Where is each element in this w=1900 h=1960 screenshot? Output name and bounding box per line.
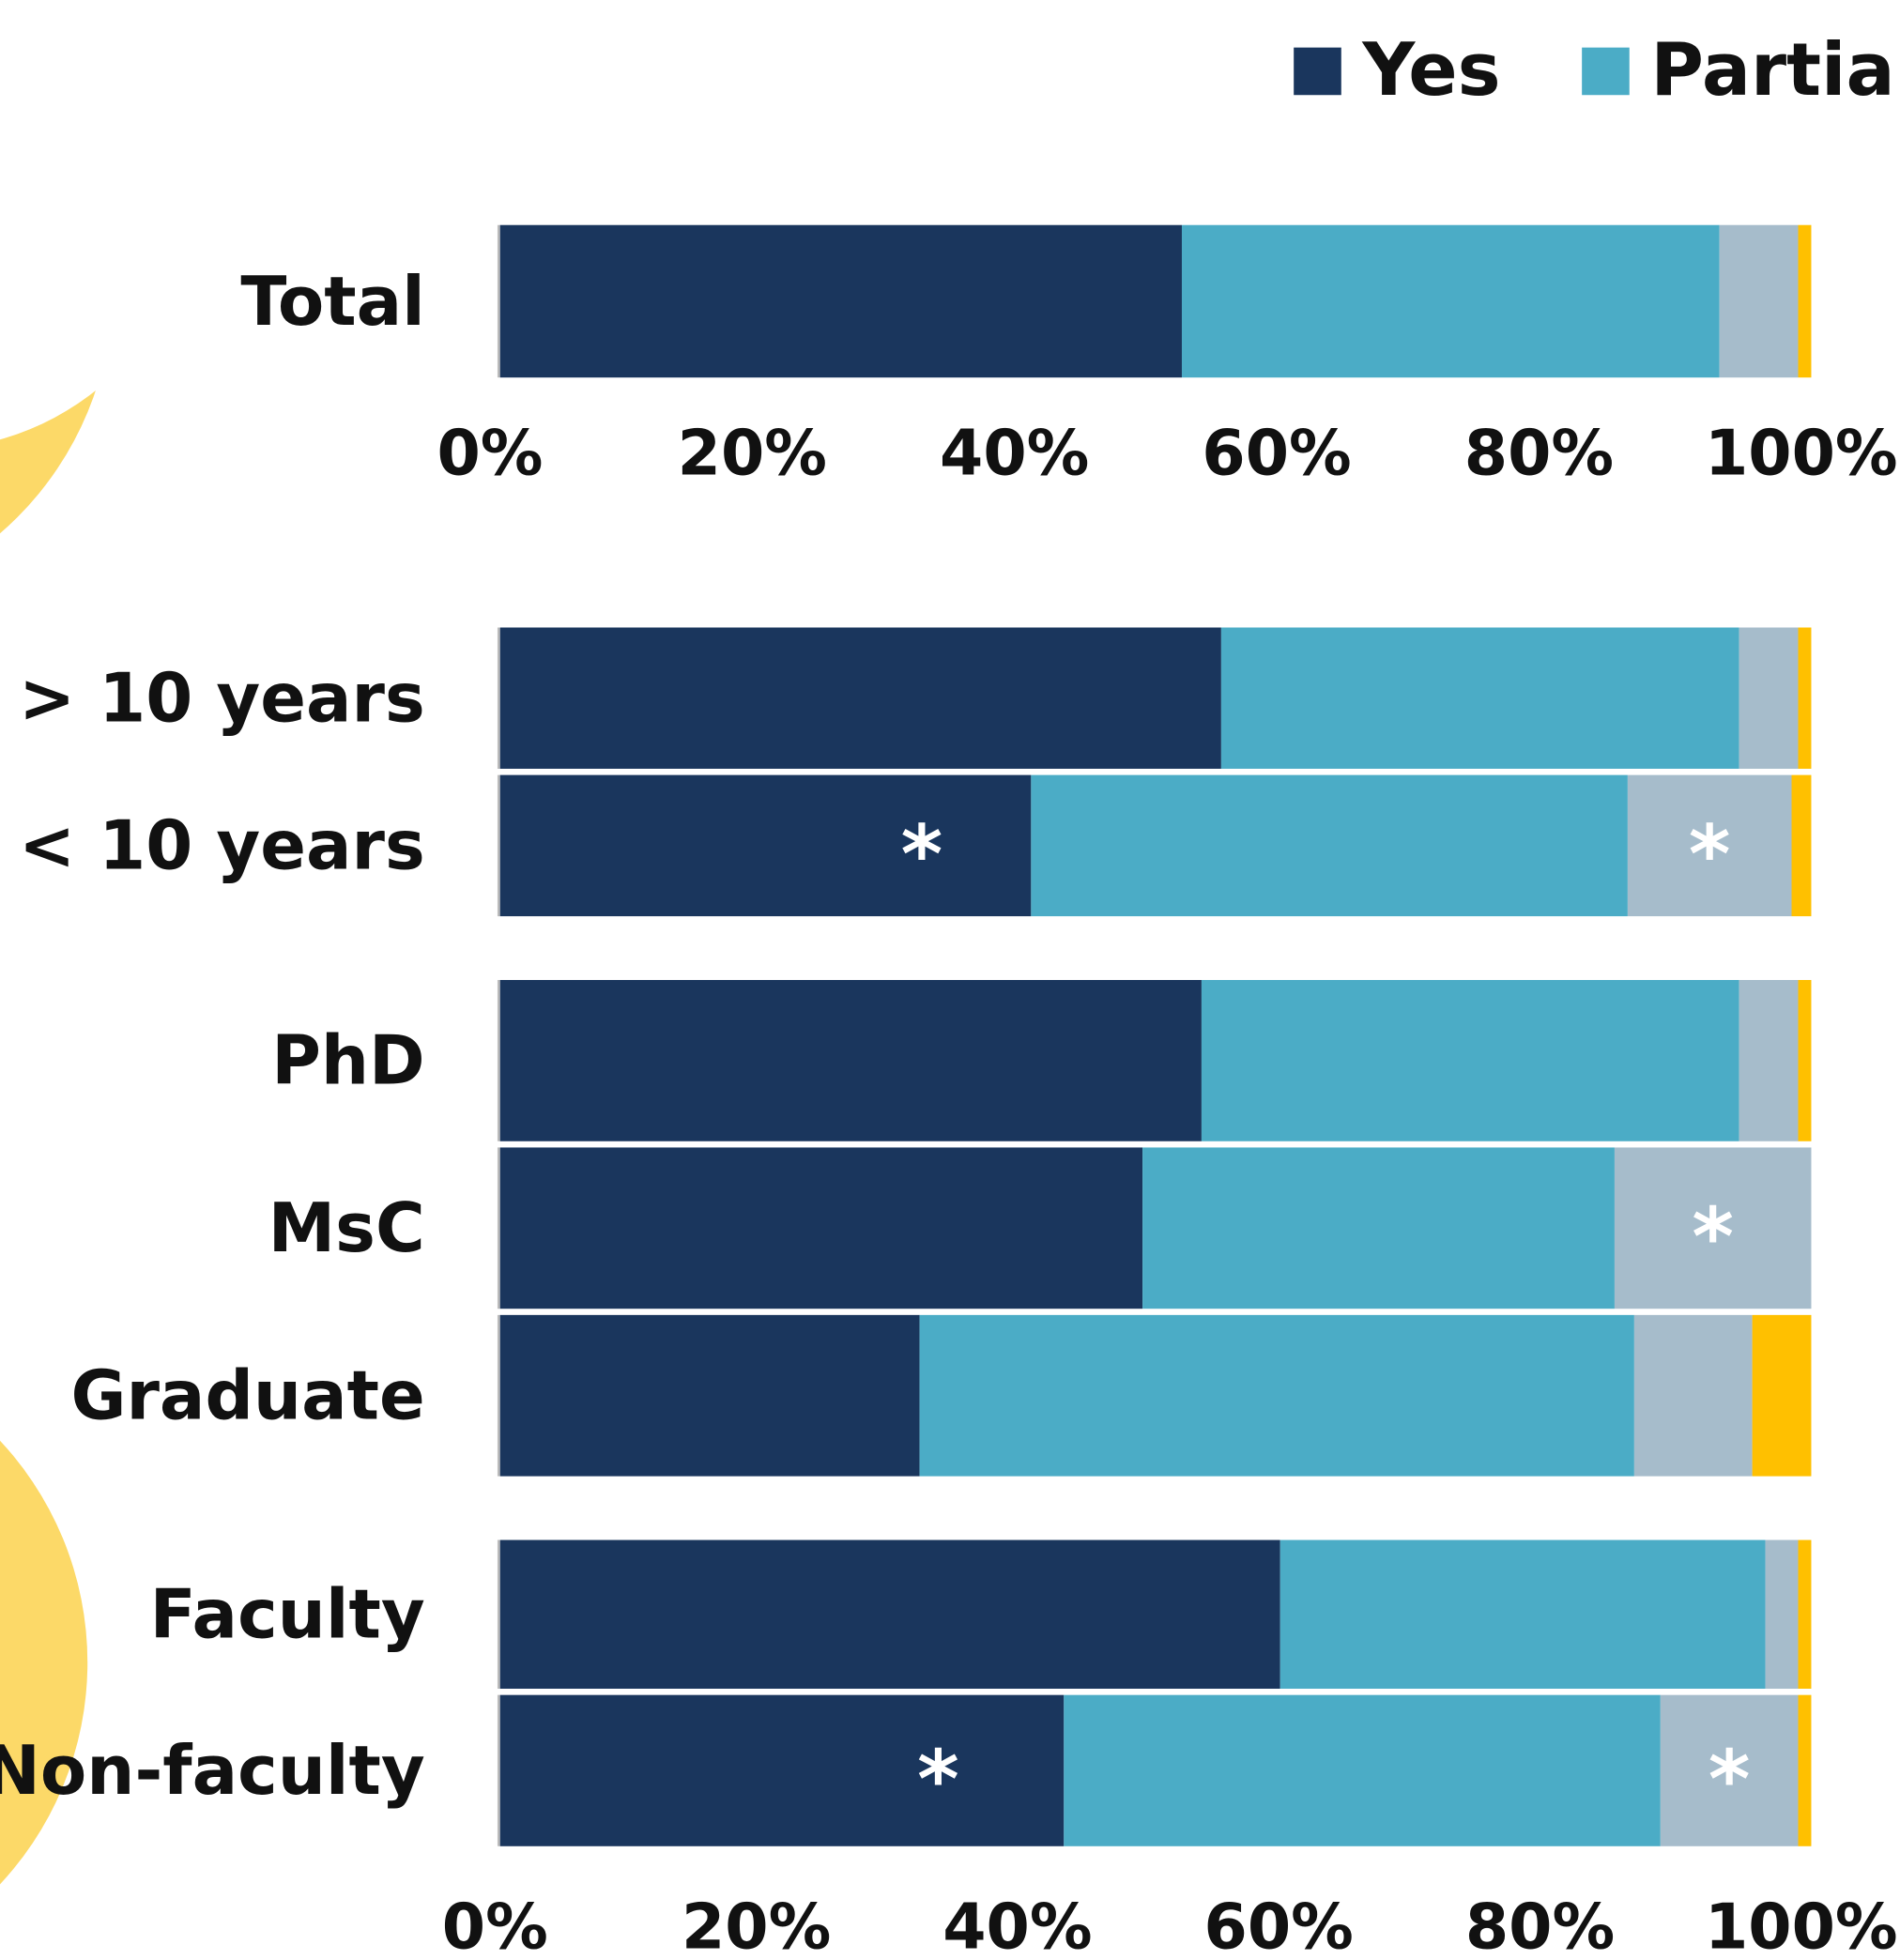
decor-circle [0, 1440, 88, 1885]
bar-segment [499, 1147, 1143, 1309]
legend-swatch [1294, 47, 1341, 96]
legend-swatch [1582, 47, 1630, 96]
decor-mask [0, 0, 200, 440]
x-tick-label: 60% [1202, 416, 1351, 489]
bar-segment [1798, 1694, 1812, 1846]
bar-segment [1181, 224, 1720, 378]
bar-segment [1739, 627, 1799, 769]
bar-segment [1614, 1147, 1812, 1309]
bar-segment [1719, 224, 1799, 378]
annotation: * [1689, 809, 1731, 902]
legend-label: Partially [1650, 28, 1900, 113]
annotation: * [1692, 1192, 1734, 1285]
bar-segment [499, 980, 1202, 1141]
bar-segment [1201, 980, 1739, 1141]
category-label: MsC [268, 1188, 425, 1267]
bar-segment [499, 1314, 920, 1477]
bar-segment [499, 627, 1221, 769]
bar-segment [1627, 774, 1792, 917]
category-label: Total [240, 262, 424, 341]
bar-segment [499, 774, 1032, 917]
bar-segment [1739, 980, 1799, 1141]
category-label: PhD [271, 1021, 425, 1100]
bar-segment [1798, 627, 1812, 769]
bar-segment [499, 1539, 1280, 1690]
x-tick-label: 100% [1705, 416, 1898, 489]
bar-segment [1798, 1539, 1812, 1690]
category-label: Faculty [150, 1575, 425, 1654]
legend-label: Yes [1361, 28, 1500, 113]
x-tick-label: 40% [942, 1890, 1092, 1960]
x-tick-label: 100% [1705, 1890, 1898, 1960]
category-label: > 10 years [19, 659, 425, 738]
annotation: * [917, 1735, 959, 1828]
bar-segment [499, 1694, 1065, 1846]
x-tick-label: 20% [682, 1890, 831, 1960]
bar-segment [1798, 224, 1812, 378]
bar-segment [1660, 1694, 1799, 1846]
x-tick-label: 0% [437, 416, 543, 489]
bar-segment [1220, 627, 1739, 769]
bar-segment [1279, 1539, 1766, 1690]
x-tick-label: 20% [678, 416, 827, 489]
x-tick-label: 60% [1204, 1890, 1354, 1960]
bar-segment [1798, 980, 1812, 1141]
bar-segment [1765, 1539, 1799, 1690]
annotation: * [901, 809, 943, 902]
category-label: Non-faculty [0, 1731, 425, 1810]
bar-segment [1142, 1147, 1615, 1309]
bar-segment [919, 1314, 1634, 1477]
bar-segment [499, 224, 1182, 378]
x-tick-label: 80% [1464, 416, 1614, 489]
category-label: Graduate [70, 1356, 424, 1435]
bar-segment [1031, 774, 1628, 917]
bar-segment [1633, 1314, 1753, 1477]
bar-segment [1752, 1314, 1812, 1477]
x-tick-label: 80% [1465, 1890, 1615, 1960]
x-tick-label: 40% [940, 416, 1089, 489]
category-label: < 10 years [19, 806, 425, 885]
x-tick-label: 0% [442, 1890, 548, 1960]
bar-segment [1064, 1694, 1661, 1846]
bar-segment [1791, 774, 1812, 917]
annotation: * [1708, 1735, 1751, 1828]
